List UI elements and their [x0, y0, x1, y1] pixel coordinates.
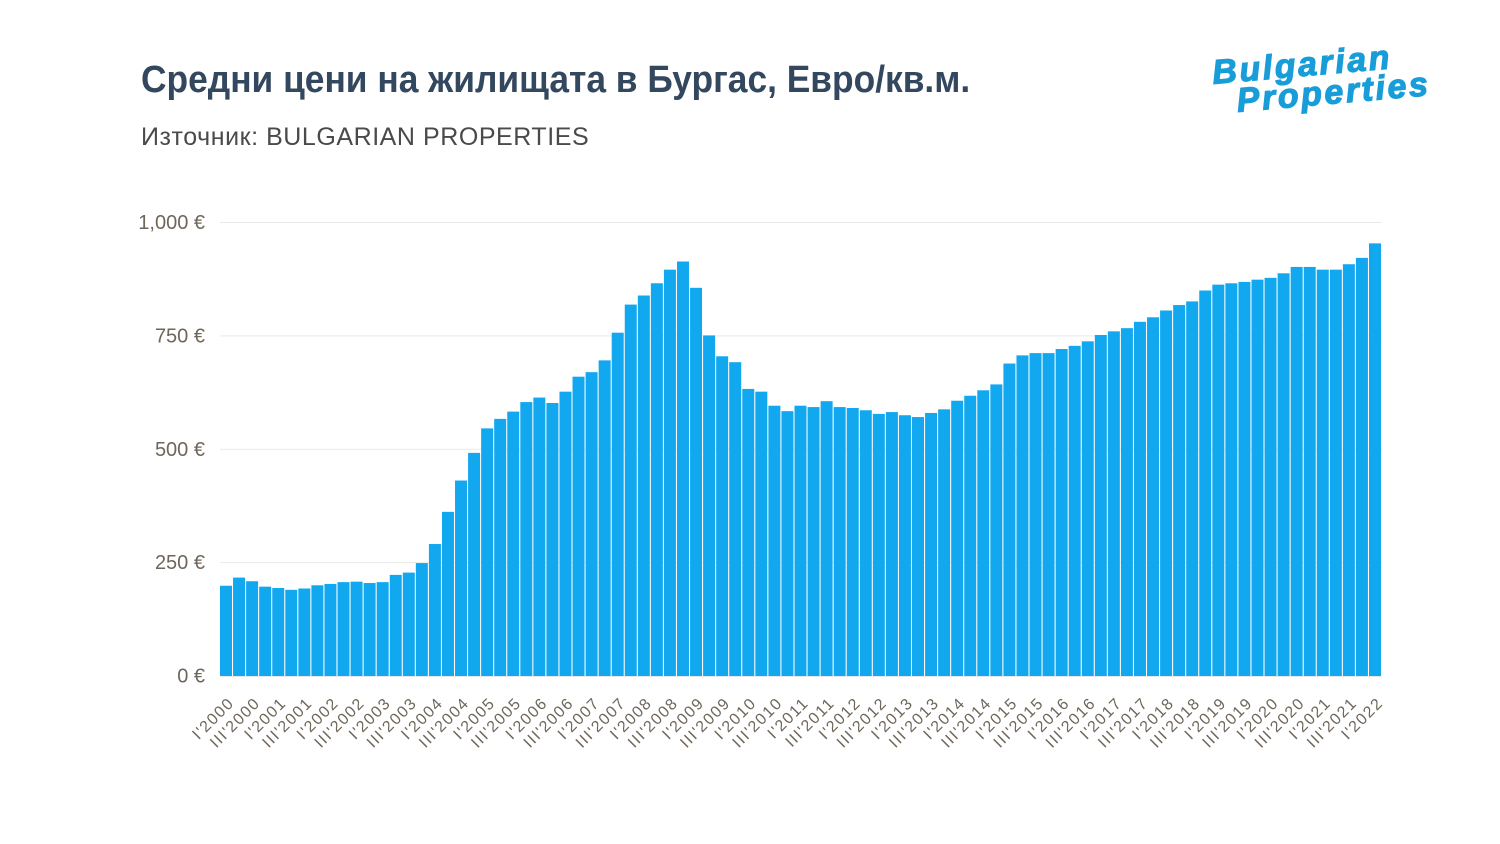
- svg-text:500 €: 500 €: [155, 439, 205, 461]
- svg-text:1,000 €: 1,000 €: [138, 212, 205, 234]
- svg-text:750 €: 750 €: [155, 325, 205, 347]
- svg-text:0 €: 0 €: [177, 666, 205, 688]
- svg-text:250 €: 250 €: [155, 552, 205, 574]
